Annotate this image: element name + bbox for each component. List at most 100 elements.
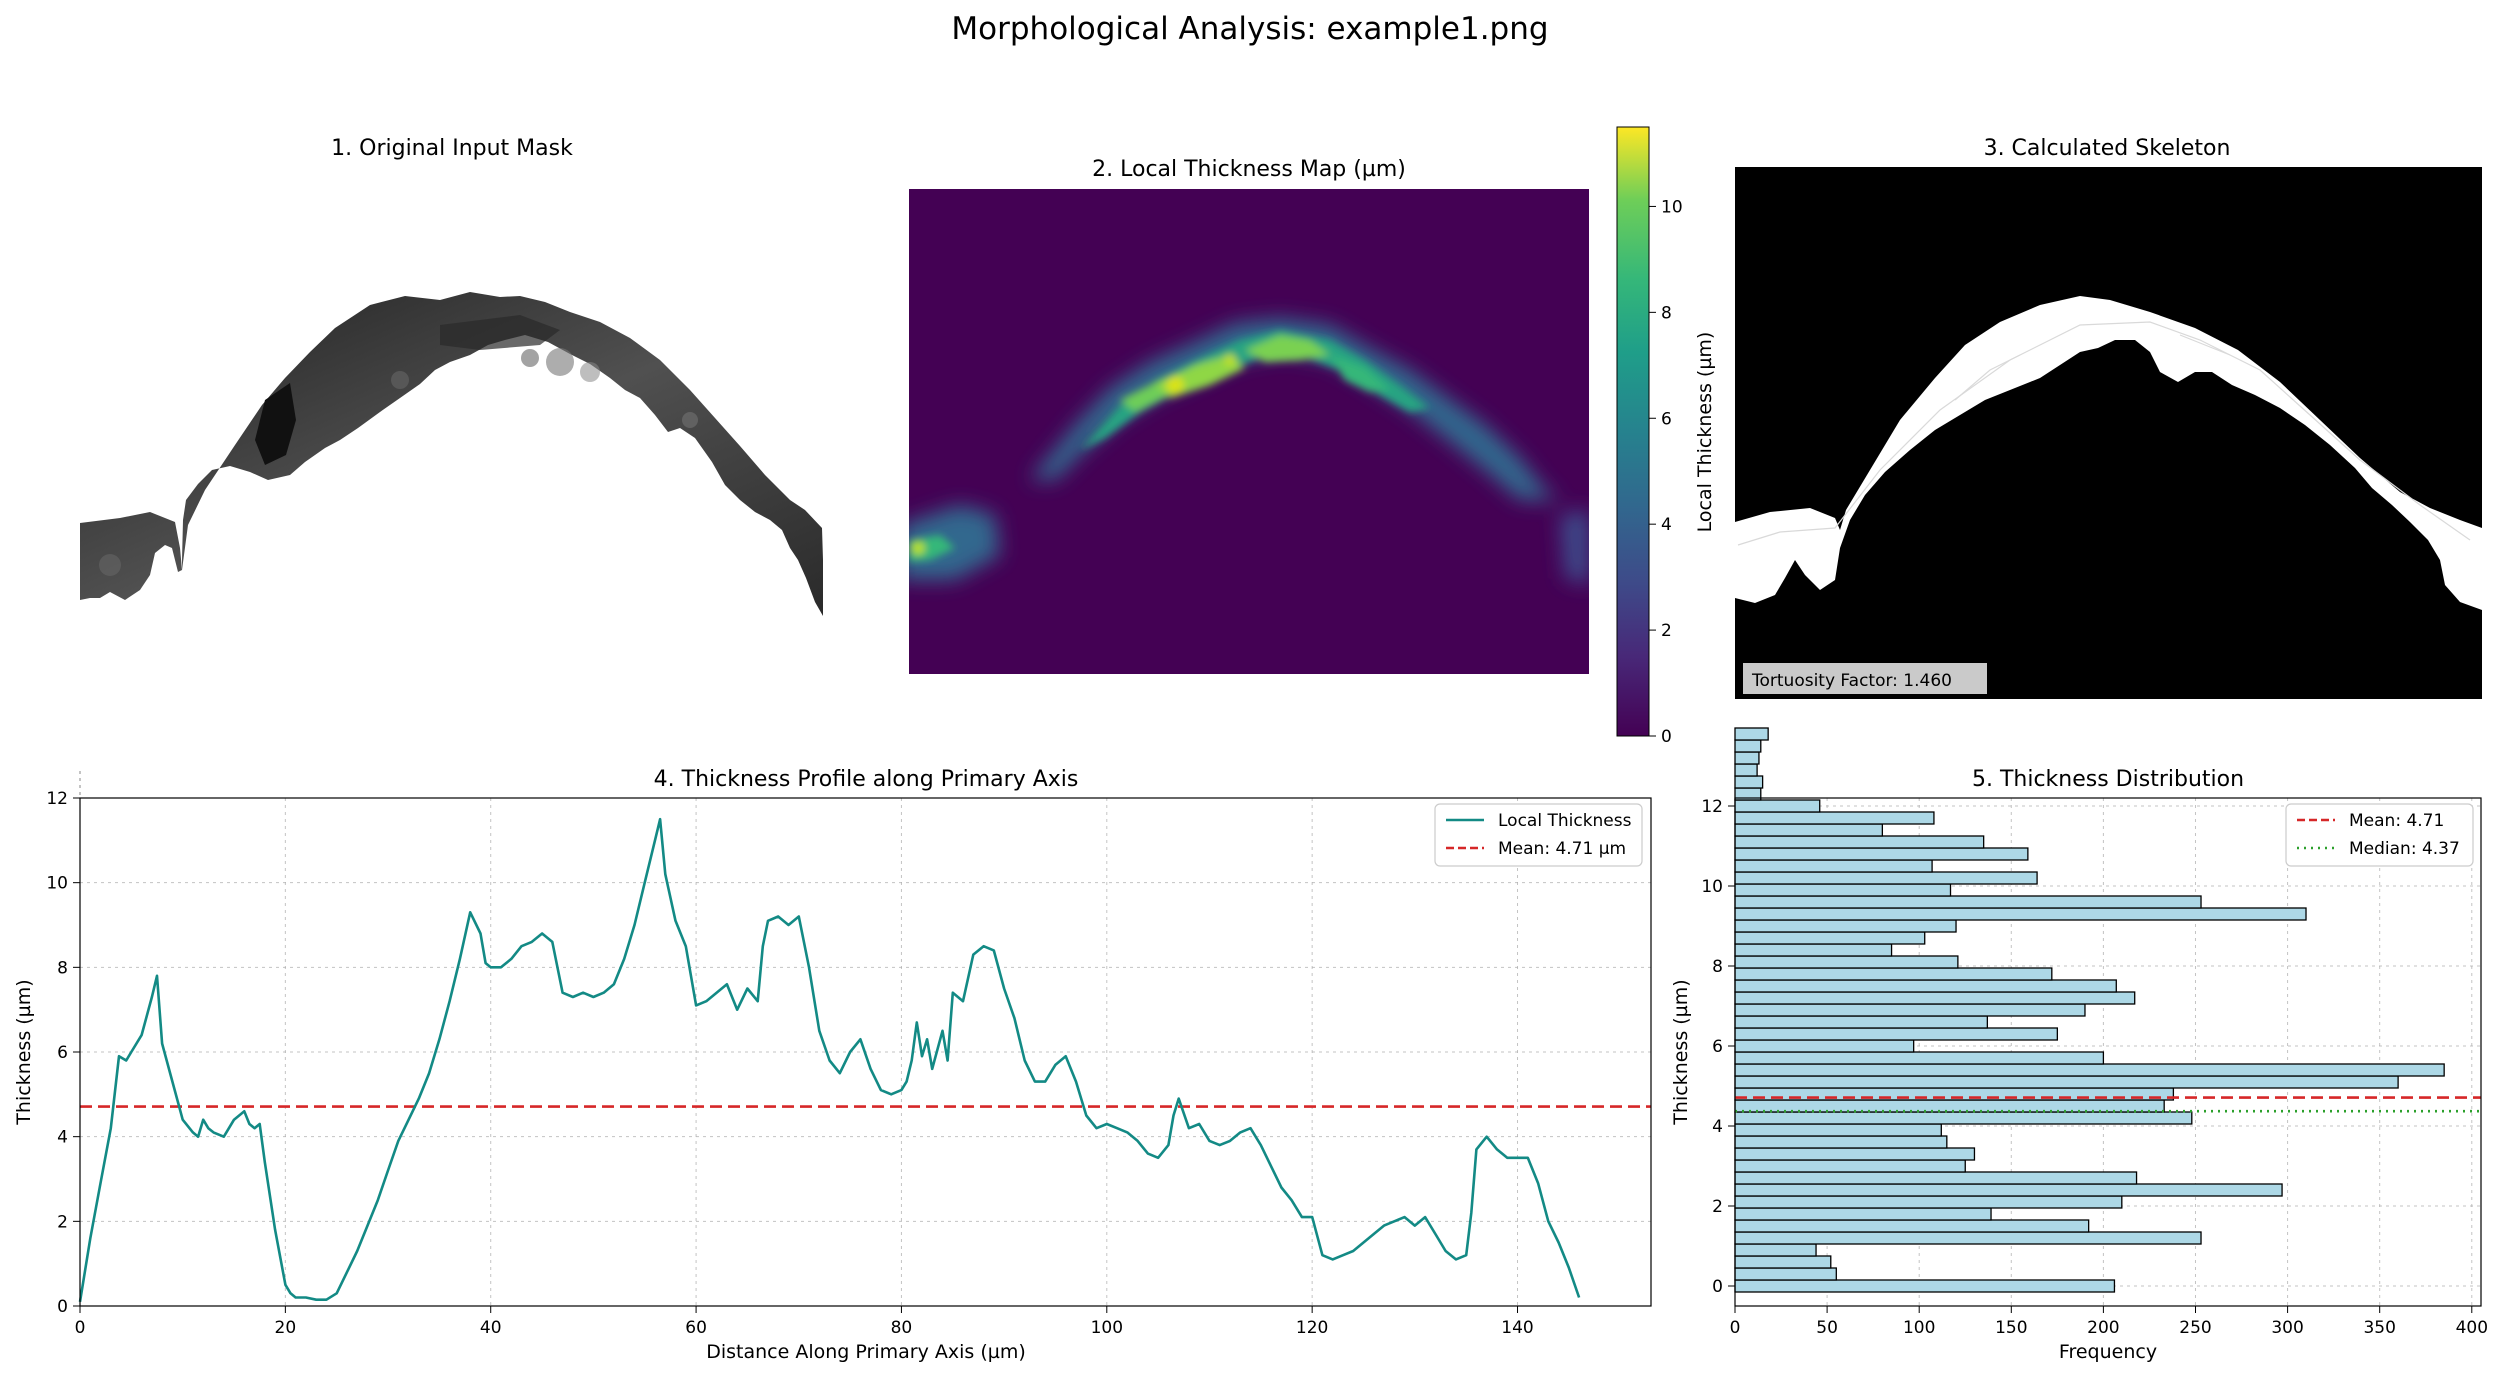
hist-bar	[1734, 871, 2038, 885]
hist-x-tick-label: 200	[2087, 1318, 2119, 1338]
hist-bar	[1734, 859, 1933, 873]
legend-line-label: Local Thickness	[1498, 811, 1632, 831]
y-tick-label: 12	[46, 789, 68, 809]
hist-bar	[1734, 739, 1762, 753]
hist-bar	[1734, 1195, 2123, 1209]
hist-legend-median-label: Median: 4.37	[2349, 839, 2460, 859]
hist-bar	[1734, 1255, 1832, 1269]
colorbar: 0 2 4 6 8 10 Local Thickness (µm)	[1616, 126, 1716, 747]
colorbar-tick-label: 6	[1661, 409, 1672, 429]
hist-bar	[1734, 1123, 1942, 1137]
hist-bar	[1734, 1159, 1966, 1173]
tortuosity-label: Tortuosity Factor: 1.460	[1751, 671, 1952, 691]
hist-bar	[1734, 1027, 2058, 1041]
panel-thickness-map: 2. Local Thickness Map (µm)	[909, 126, 1716, 747]
hist-y-label: Thickness (µm)	[1670, 979, 1692, 1125]
hist-x-tick-label: 350	[2363, 1318, 2395, 1338]
panel-3-title: 3. Calculated Skeleton	[1984, 136, 2231, 161]
hist-bar	[1734, 763, 1758, 777]
hist-bar	[1734, 967, 2053, 981]
hist-x-ticks: 0 50 100 150 200 250 300 350 400	[1730, 1306, 2488, 1338]
hist-bar	[1734, 991, 2136, 1005]
colorbar-ticks: 0 2 4 6 8 10	[1649, 197, 1683, 747]
hist-y-tick-label: 8	[1712, 957, 1723, 977]
hist-bar	[1734, 919, 1957, 933]
hist-bar	[1734, 943, 1893, 957]
hist-bar	[1734, 1039, 1915, 1053]
hist-title: 5. Thickness Distribution	[1972, 767, 2244, 792]
profile-legend: Local Thickness Mean: 4.71 µm	[1434, 803, 1643, 867]
hist-bar	[1734, 775, 1764, 789]
hist-x-tick-label: 100	[1903, 1318, 1935, 1338]
hist-y-tick-label: 2	[1712, 1197, 1723, 1217]
hist-x-tick-label: 50	[1816, 1318, 1838, 1338]
hist-y-ticks: 0 2 4 6 8 10 12	[1701, 797, 1735, 1297]
hist-bar	[1734, 799, 1821, 813]
hist-y-tick-label: 0	[1712, 1277, 1723, 1297]
y-tick-label: 2	[57, 1212, 68, 1232]
tortuosity-box	[1743, 663, 1987, 694]
panel-2-title: 2. Local Thickness Map (µm)	[1092, 157, 1406, 182]
hist-x-tick-label: 150	[1995, 1318, 2027, 1338]
x-tick-label: 120	[1296, 1318, 1328, 1338]
colorbar-label: Local Thickness (µm)	[1694, 332, 1716, 533]
hist-bar	[1734, 979, 2117, 993]
hist-bar	[1734, 1051, 2105, 1065]
y-tick-label: 0	[57, 1297, 68, 1317]
hist-bar	[1734, 907, 2307, 921]
skeleton-background	[1735, 167, 2482, 699]
legend-box	[1434, 803, 1643, 867]
hist-bar	[1734, 1015, 1989, 1029]
skeleton-shape	[1735, 296, 2482, 610]
skeleton-lines	[1737, 321, 2471, 546]
hist-bar	[1734, 1075, 2399, 1089]
hist-legend-mean-label: Mean: 4.71	[2349, 811, 2444, 831]
panel-1-title: 1. Original Input Mask	[331, 136, 573, 161]
x-tick-label: 20	[275, 1318, 297, 1338]
hist-bar	[1734, 931, 1926, 945]
hist-bar	[1734, 1135, 1948, 1149]
hist-legend: Mean: 4.71 Median: 4.37	[2285, 803, 2474, 867]
hist-bar	[1734, 895, 2202, 909]
x-tick-label: 40	[480, 1318, 502, 1338]
x-tick-label: 80	[891, 1318, 913, 1338]
hist-x-tick-label: 0	[1730, 1318, 1741, 1338]
hist-x-label: Frequency	[2059, 1341, 2157, 1363]
hist-bar	[1734, 1231, 2202, 1245]
y-tick-label: 10	[46, 874, 68, 894]
thickness-heatmap	[909, 189, 1589, 674]
hist-bar	[1734, 1219, 2090, 1233]
hist-bar	[1734, 1111, 2193, 1125]
hist-x-tick-label: 300	[2271, 1318, 2303, 1338]
hist-y-tick-label: 10	[1701, 877, 1723, 897]
hist-bar	[1734, 1279, 2116, 1293]
hist-bar	[1734, 1147, 1976, 1161]
hist-bar	[1734, 883, 1952, 897]
x-axis-label: Distance Along Primary Axis (µm)	[706, 1341, 1026, 1363]
hist-bar	[1734, 823, 1884, 837]
hist-legend-box	[2285, 803, 2474, 867]
hist-x-tick-label: 400	[2456, 1318, 2488, 1338]
hist-bar	[1734, 751, 1760, 765]
hist-bar	[1734, 1063, 2445, 1077]
colorbar-tick-label: 0	[1661, 727, 1672, 747]
hist-bar	[1734, 835, 1985, 849]
panel-thickness-profile: 4. Thickness Profile along Primary Axis …	[13, 767, 1652, 1363]
hist-bar	[1734, 1207, 1992, 1221]
panel-skeleton: 3. Calculated Skeleton Tortuosity Factor…	[1735, 136, 2482, 699]
panel-thickness-distribution: 5. Thickness Distribution 0 50 100 150 200 25…	[1670, 727, 2488, 1363]
hist-bar	[1734, 811, 1935, 825]
profile-y-ticks: 0 2 4 6 8 10 12	[46, 789, 80, 1317]
hist-bar	[1734, 847, 2029, 861]
y-tick-label: 6	[57, 1043, 68, 1063]
hist-bar	[1734, 1267, 1837, 1281]
legend-mean-label: Mean: 4.71 µm	[1498, 839, 1626, 859]
colorbar-tick-label: 10	[1661, 197, 1683, 217]
hist-bar	[1734, 1243, 1817, 1257]
hist-bars	[1734, 727, 2445, 1293]
hist-bar	[1734, 1183, 2283, 1197]
hist-y-tick-label: 4	[1712, 1117, 1723, 1137]
panel-original-mask: 1. Original Input Mask	[80, 136, 823, 616]
y-tick-label: 8	[57, 958, 68, 978]
